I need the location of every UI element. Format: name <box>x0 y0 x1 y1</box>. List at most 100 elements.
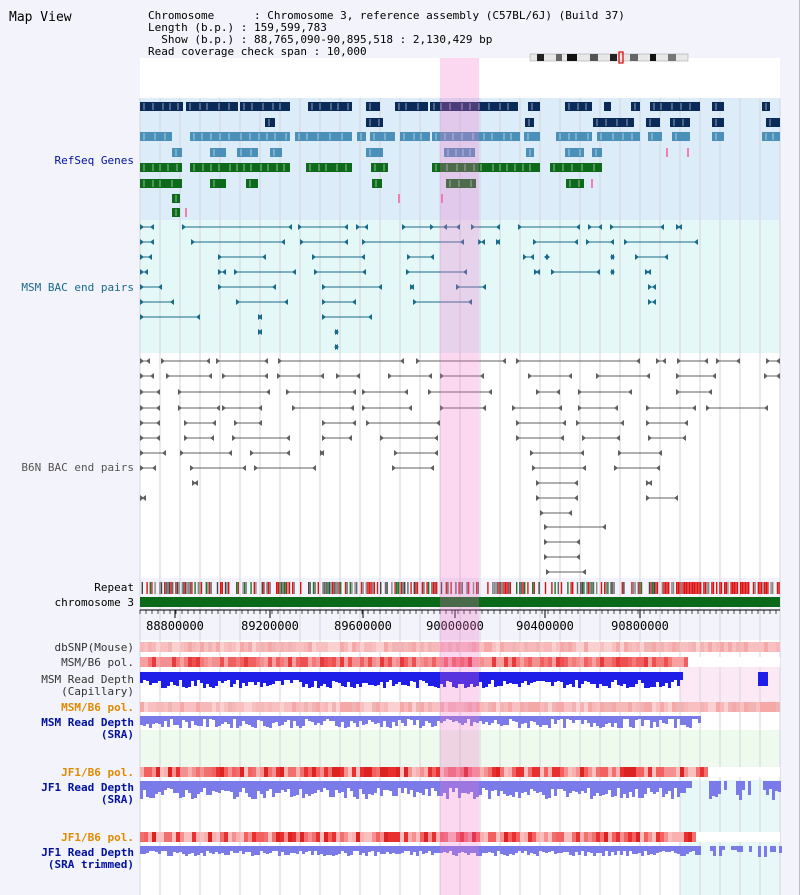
heatmap-cell <box>652 642 656 652</box>
repeat-track[interactable] <box>141 582 780 594</box>
label-jf1-pol[interactable]: JF1/B6 pol. <box>61 766 134 779</box>
depth-bar <box>605 672 608 686</box>
depth-bar <box>748 781 751 795</box>
depth-bar <box>590 716 593 727</box>
heatmap-cell <box>164 832 168 842</box>
heatmap-cell <box>344 642 348 652</box>
heatmap-cell <box>536 832 540 842</box>
label-repeat[interactable]: Repeat <box>94 581 134 594</box>
heatmap-cell <box>564 767 568 777</box>
repeat-element <box>380 582 382 594</box>
depth-bar <box>500 672 503 686</box>
depth-bar <box>191 672 194 681</box>
msm-bac-pair <box>610 269 615 275</box>
repeat-element <box>340 582 342 594</box>
heatmap-cell <box>392 702 396 712</box>
depth-bar <box>239 781 242 792</box>
depth-bar <box>293 716 296 721</box>
depth-bar <box>491 716 494 723</box>
label-jf1-trim-1[interactable]: JF1 Read Depth <box>41 846 134 859</box>
b6n-bac-pair <box>180 450 232 456</box>
depth-bar <box>212 781 215 791</box>
depth-bar <box>683 716 686 725</box>
depth-bar <box>284 846 287 855</box>
repeat-element <box>688 582 691 594</box>
heatmap-cell <box>724 767 728 777</box>
heatmap-cell <box>472 767 476 777</box>
chromosome-ideogram[interactable] <box>529 51 689 64</box>
heatmap-cell <box>400 767 404 777</box>
refseq-gene-features[interactable] <box>140 102 780 217</box>
repeat-element <box>354 582 356 594</box>
label-b6n-bac[interactable]: B6N BAC end pairs <box>21 461 134 474</box>
depth-bar <box>179 781 182 798</box>
label-jf1-pol-trim[interactable]: JF1/B6 pol. <box>61 831 134 844</box>
heatmap-cell <box>272 832 276 842</box>
heatmap-cell <box>740 657 744 667</box>
label-msm-b6-pol[interactable]: MSM/B6 pol. <box>61 656 134 669</box>
depth-bar <box>506 672 509 684</box>
label-dbsnp[interactable]: dbSNP(Mouse) <box>55 641 134 654</box>
heatmap-cell <box>380 832 384 842</box>
depth-bar <box>185 672 188 688</box>
depth-bar <box>248 716 251 725</box>
heatmap-cell <box>164 702 168 712</box>
depth-bar <box>533 672 536 682</box>
depth-bar <box>545 781 548 799</box>
depth-bar <box>763 781 766 790</box>
heatmap-cell <box>172 832 176 842</box>
label-jf1-depth-1[interactable]: JF1 Read Depth <box>41 781 134 794</box>
depth-bar <box>668 781 671 791</box>
label-chromosome[interactable]: chromosome 3 <box>55 596 134 609</box>
heatmap-cell <box>728 702 732 712</box>
label-msm-bac[interactable]: MSM BAC end pairs <box>21 281 134 294</box>
heatmap-cell <box>224 832 228 842</box>
heatmap-cell <box>648 642 652 652</box>
depth-bar <box>602 781 605 795</box>
highlight-region[interactable] <box>440 58 479 895</box>
depth-bar <box>476 846 479 856</box>
heatmap-cell <box>288 642 292 652</box>
heatmap-cell <box>404 702 408 712</box>
depth-bar <box>772 781 775 800</box>
depth-bar <box>416 781 419 792</box>
chromosome-bar[interactable] <box>140 597 780 607</box>
repeat-element <box>314 582 316 594</box>
depth-bar <box>251 672 254 682</box>
repeat-element <box>538 582 540 594</box>
depth-bar <box>251 716 254 727</box>
repeat-element <box>365 582 367 594</box>
heatmap-cell <box>288 832 292 842</box>
heatmap-cell <box>508 642 512 652</box>
repeat-element <box>436 582 438 594</box>
depth-bar <box>161 846 164 851</box>
b6n-bac-features[interactable] <box>140 358 780 575</box>
heatmap-cell <box>276 642 280 652</box>
label-msm-depth-sra-1[interactable]: MSM Read Depth <box>41 716 134 729</box>
heatmap-cell <box>404 832 408 842</box>
b6n-bac-pair <box>392 465 434 471</box>
depth-bar <box>266 781 269 791</box>
depth-bar <box>638 781 641 798</box>
heatmap-cell <box>692 642 696 652</box>
depth-bar <box>632 846 635 854</box>
depth-bar <box>713 846 716 856</box>
depth-bar <box>254 846 257 855</box>
repeat-element <box>325 582 327 594</box>
heatmap-cell <box>572 657 576 667</box>
depth-bar <box>488 672 491 684</box>
depth-bar <box>179 716 182 728</box>
msm-bac-features[interactable] <box>140 224 698 350</box>
heatmap-cell <box>148 702 152 712</box>
heatmap-cell <box>276 832 280 842</box>
repeat-element <box>279 582 281 594</box>
label-refseq-genes[interactable]: RefSeq Genes <box>55 154 134 167</box>
msm-bac-pair <box>314 269 366 275</box>
heatmap-cell <box>292 642 296 652</box>
label-msm-b6-pol-sra[interactable]: MSM/B6 pol. <box>61 701 134 714</box>
b6n-bac-pair <box>766 358 780 364</box>
label-msm-depth-cap-1[interactable]: MSM Read Depth <box>41 673 134 686</box>
heatmap-cell <box>372 657 376 667</box>
heatmap-cell <box>472 702 476 712</box>
axis-tick-label: 89600000 <box>334 619 392 633</box>
